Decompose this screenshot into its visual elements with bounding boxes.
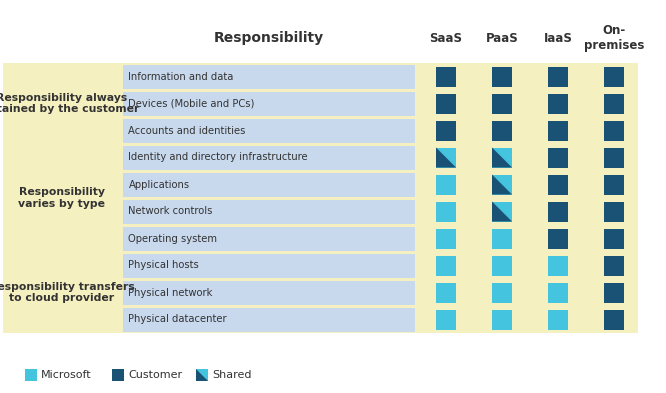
- FancyBboxPatch shape: [548, 283, 568, 303]
- FancyBboxPatch shape: [492, 255, 512, 275]
- FancyBboxPatch shape: [123, 145, 414, 169]
- Text: Information and data: Information and data: [129, 72, 234, 81]
- FancyBboxPatch shape: [436, 202, 456, 222]
- Text: Responsibility always
retained by the customer: Responsibility always retained by the cu…: [0, 93, 140, 114]
- Text: Responsibility transfers
to cloud provider: Responsibility transfers to cloud provid…: [0, 282, 135, 303]
- Text: Physical network: Physical network: [129, 288, 213, 298]
- Text: Physical hosts: Physical hosts: [129, 261, 199, 270]
- FancyBboxPatch shape: [492, 94, 512, 114]
- FancyBboxPatch shape: [3, 63, 638, 144]
- FancyBboxPatch shape: [492, 283, 512, 303]
- FancyBboxPatch shape: [548, 202, 568, 222]
- Text: Devices (Mobile and PCs): Devices (Mobile and PCs): [129, 99, 255, 108]
- FancyBboxPatch shape: [436, 310, 456, 329]
- FancyBboxPatch shape: [436, 147, 456, 167]
- Text: SaaS: SaaS: [430, 31, 462, 44]
- FancyBboxPatch shape: [492, 228, 512, 248]
- FancyBboxPatch shape: [604, 283, 624, 303]
- Text: IaaS: IaaS: [543, 31, 573, 44]
- FancyBboxPatch shape: [604, 202, 624, 222]
- FancyBboxPatch shape: [436, 66, 456, 86]
- FancyBboxPatch shape: [492, 121, 512, 141]
- FancyBboxPatch shape: [604, 228, 624, 248]
- Polygon shape: [196, 369, 208, 381]
- FancyBboxPatch shape: [123, 173, 414, 196]
- FancyBboxPatch shape: [604, 255, 624, 275]
- Text: Applications: Applications: [129, 180, 190, 189]
- FancyBboxPatch shape: [492, 310, 512, 329]
- FancyBboxPatch shape: [604, 174, 624, 195]
- FancyBboxPatch shape: [548, 255, 568, 275]
- FancyBboxPatch shape: [123, 226, 414, 250]
- FancyBboxPatch shape: [123, 119, 414, 143]
- FancyBboxPatch shape: [492, 147, 512, 167]
- FancyBboxPatch shape: [604, 94, 624, 114]
- Text: Physical datacenter: Physical datacenter: [129, 314, 227, 325]
- FancyBboxPatch shape: [492, 174, 512, 195]
- Text: Responsibility: Responsibility: [213, 31, 324, 45]
- FancyBboxPatch shape: [3, 144, 638, 252]
- FancyBboxPatch shape: [548, 310, 568, 329]
- Text: Customer: Customer: [128, 370, 182, 380]
- FancyBboxPatch shape: [123, 253, 414, 277]
- Text: Microsoft: Microsoft: [41, 370, 92, 380]
- FancyBboxPatch shape: [112, 369, 124, 381]
- FancyBboxPatch shape: [123, 92, 414, 116]
- Polygon shape: [492, 174, 512, 195]
- FancyBboxPatch shape: [604, 66, 624, 86]
- FancyBboxPatch shape: [548, 174, 568, 195]
- FancyBboxPatch shape: [436, 255, 456, 275]
- FancyBboxPatch shape: [436, 174, 456, 195]
- Polygon shape: [492, 147, 512, 167]
- Text: Operating system: Operating system: [129, 233, 218, 244]
- FancyBboxPatch shape: [548, 121, 568, 141]
- FancyBboxPatch shape: [548, 66, 568, 86]
- FancyBboxPatch shape: [196, 369, 208, 381]
- Text: Identity and directory infrastructure: Identity and directory infrastructure: [129, 152, 308, 162]
- FancyBboxPatch shape: [436, 228, 456, 248]
- FancyBboxPatch shape: [492, 202, 512, 222]
- FancyBboxPatch shape: [3, 252, 638, 333]
- FancyBboxPatch shape: [123, 307, 414, 332]
- Polygon shape: [492, 202, 512, 222]
- Text: Network controls: Network controls: [129, 206, 213, 217]
- FancyBboxPatch shape: [436, 94, 456, 114]
- FancyBboxPatch shape: [436, 121, 456, 141]
- Text: Responsibility
varies by type: Responsibility varies by type: [19, 187, 105, 209]
- FancyBboxPatch shape: [492, 66, 512, 86]
- FancyBboxPatch shape: [548, 94, 568, 114]
- Text: Accounts and identities: Accounts and identities: [129, 125, 246, 136]
- FancyBboxPatch shape: [604, 147, 624, 167]
- Text: On-
premises: On- premises: [584, 24, 644, 52]
- FancyBboxPatch shape: [25, 369, 37, 381]
- FancyBboxPatch shape: [604, 310, 624, 329]
- FancyBboxPatch shape: [548, 228, 568, 248]
- FancyBboxPatch shape: [123, 200, 414, 224]
- FancyBboxPatch shape: [123, 281, 414, 305]
- FancyBboxPatch shape: [436, 283, 456, 303]
- Text: Shared: Shared: [212, 370, 252, 380]
- FancyBboxPatch shape: [548, 147, 568, 167]
- Polygon shape: [436, 147, 456, 167]
- Text: PaaS: PaaS: [486, 31, 518, 44]
- FancyBboxPatch shape: [123, 64, 414, 88]
- FancyBboxPatch shape: [604, 121, 624, 141]
